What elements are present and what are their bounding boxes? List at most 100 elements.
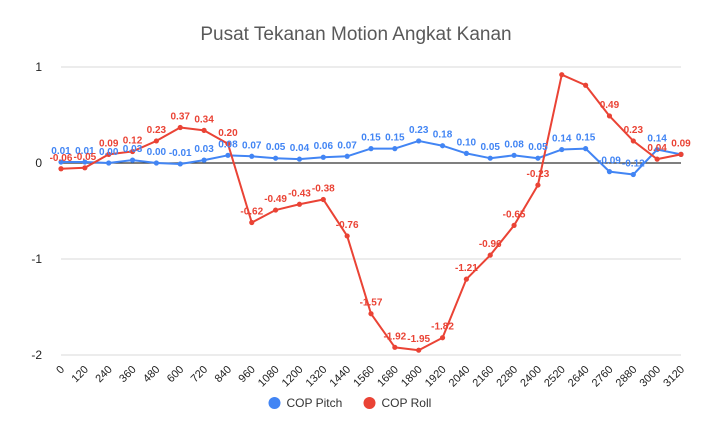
x-tick-label: 120 [70,364,91,385]
data-label: 0.05 [266,142,286,153]
data-label: 0.10 [457,137,477,148]
data-point [177,161,183,167]
x-tick-label: 600 [165,364,186,385]
data-label: -0.76 [336,220,359,231]
data-label: 0.01 [75,146,95,157]
legend-marker [268,397,281,409]
x-tick-label: 960 [236,364,257,385]
data-point [58,166,64,172]
data-label: 0.23 [147,125,167,136]
data-label: 0.23 [624,125,644,136]
data-point [392,344,398,350]
data-point [654,156,660,162]
data-point [129,148,136,155]
series-lines [58,72,684,353]
data-point [416,138,422,144]
data-label: 0.34 [194,114,214,125]
x-tick-label: 2040 [447,364,473,390]
x-tick-label: 1800 [399,364,425,390]
data-label: 0.18 [433,130,453,141]
data-label: 0.00 [147,147,167,158]
y-tick-label: -1 [31,252,42,266]
data-label: 0.15 [385,133,405,144]
y-tick-label: -2 [31,348,42,362]
data-label: 0.49 [600,100,620,111]
data-point [249,219,255,226]
legend-item: COP Pitch [268,396,342,410]
data-point [225,152,231,158]
data-label: -0.09 [598,156,621,167]
data-label: 0.07 [242,140,262,151]
x-tick-label: 2760 [590,364,616,390]
data-point [296,201,303,207]
data-point [511,222,517,228]
data-label: 0.01 [51,146,71,157]
x-tick-label: 3000 [637,364,663,390]
data-point [201,157,207,163]
x-tick-label: 2640 [566,364,592,390]
x-tick-label: 1200 [280,364,306,390]
x-tick-label: 2520 [542,364,568,390]
data-point [344,153,350,159]
data-point [463,276,469,282]
data-label: 0.09 [671,138,691,149]
data-point [368,146,374,152]
y-tick-label: 0 [35,156,42,170]
data-point [559,146,565,153]
data-label: -0.05 [73,152,96,163]
data-label: -0.49 [264,194,287,205]
data-label: 0.05 [480,142,500,153]
x-tick-label: 2400 [518,364,544,390]
x-tick-label: 1320 [304,364,330,390]
data-label: -0.01 [169,148,192,159]
series-1 [58,72,684,353]
data-label: 0.09 [99,138,119,149]
x-tick-label: 2280 [494,364,520,390]
y-axis-ticks: 1 0 -1 -2 [31,60,42,362]
data-label: 0.23 [409,125,429,136]
data-point [606,169,613,175]
data-point [630,171,636,178]
data-point [129,157,136,163]
data-point [678,151,684,157]
x-tick-label: 480 [141,364,162,385]
data-label: 0.37 [170,111,190,122]
x-tick-label: 2160 [471,364,497,390]
data-label: 0.04 [647,143,667,154]
data-label: -0.65 [503,209,526,220]
data-point [535,155,541,161]
data-point [320,196,326,203]
data-label: 0.06 [314,141,334,152]
x-axis-ticks: 0 120 240 360 480 600 720 840 960108012001320144… [54,364,687,390]
data-label: -1.92 [383,331,406,342]
data-label: -0.38 [312,183,335,194]
x-tick-label: 1680 [375,364,401,390]
y-tick-label: 1 [35,60,42,74]
data-point [559,72,565,78]
legend-label: COP Roll [382,396,432,410]
x-tick-label: 720 [189,364,210,385]
data-point [583,146,589,152]
legend-item: COP Roll [363,396,432,410]
data-point [368,311,374,317]
data-label: 0.03 [194,144,214,155]
data-point [439,143,446,149]
data-labels: 0.01 0.01 0.00 0.03 0.00 -0.01 0.03 0.08 0.07 0.0… [50,100,692,345]
data-label: 0.20 [218,128,238,139]
x-tick-label: 3120 [661,364,687,390]
data-label: 0.00 [99,147,119,158]
series-line [60,73,682,352]
x-tick-label: 0 [54,364,67,377]
data-point [225,141,231,147]
data-label: -1.95 [407,334,430,345]
data-label: 0.05 [528,142,548,153]
chart-title: Pusat Tekanan Motion Angkat Kanan [200,24,511,45]
data-label: 0.15 [361,133,381,144]
data-point [296,156,303,162]
data-label: 0.08 [504,139,524,150]
x-tick-label: 1920 [423,364,449,390]
x-tick-label: 240 [93,364,114,385]
data-point [58,159,64,165]
data-point [320,154,326,160]
